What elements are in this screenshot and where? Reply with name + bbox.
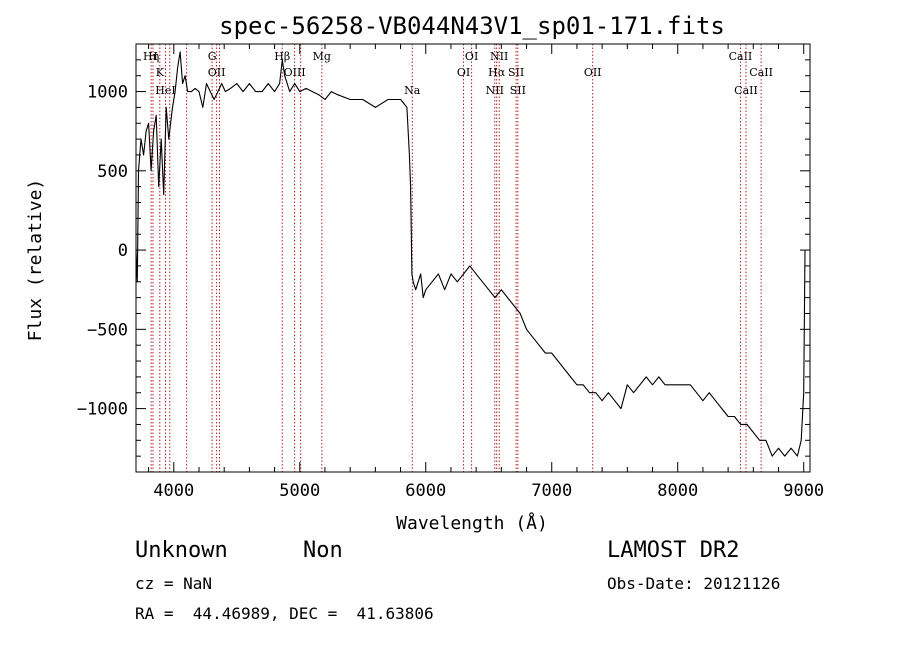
y-tick-label-1: −500 [87,320,128,340]
obs-date-text: Obs-Date: 20121126 [607,574,781,593]
x-tick-label-2: 6000 [405,481,446,501]
line-marker-label-18: NII [490,50,508,63]
line-markers: HηHKHeIGOIIHβOIIIMgNaOIOINIIHαNIISIISIIO… [143,44,773,472]
plot-frame [135,43,811,473]
y-tick-label-3: 500 [97,162,128,182]
line-marker-label-23: CaII [734,84,758,97]
x-axis-label: Wavelength (Å) [396,512,548,534]
x-tick-label-5: 9000 [783,481,824,501]
subclass-label: Non [303,538,343,563]
x-tick-label-0: 4000 [153,481,194,501]
chart-title: spec-56258-VB044N43V1_sp01-171.fits [219,12,725,40]
x-tick-label-4: 8000 [657,481,698,501]
cz-text: cz = NaN [135,574,213,593]
line-marker-label-3: HeI [155,84,175,97]
line-marker-label-17: Hα [488,66,506,79]
line-marker-label-24: CaII [749,66,773,79]
line-marker-label-20: SII [510,84,526,97]
line-marker-label-6: G [208,50,217,63]
series-layer [135,51,806,457]
line-marker-label-14: OI [457,66,470,79]
line-marker-label-10: OIII [284,66,306,79]
line-marker-label-21: OII [584,66,602,79]
line-marker-label-22: CaII [729,50,753,63]
line-marker-label-13: Na [404,84,421,97]
line-marker-label-0: Hη [143,50,159,63]
line-marker-label-15: OI [465,50,478,63]
x-tick-label-1: 5000 [279,481,320,501]
line-marker-label-16: NII [486,84,504,97]
axes: 4000 5000 6000 7000 8000 9000 −1000 −500 0 500 100… [77,43,824,501]
y-tick-label-2: 0 [118,241,128,261]
line-marker-label-7: OII [208,66,226,79]
y-axis-label: Flux (relative) [25,179,46,342]
y-tick-label-0: −1000 [77,400,128,420]
line-marker-label-19: SII [508,66,524,79]
y-tick-label-4: 1000 [87,83,128,103]
line-marker-label-9: Hβ [274,50,290,63]
line-marker-label-2: K [156,66,165,79]
line-marker-label-1: H [148,50,158,63]
radec-text: RA = 44.46989, DEC = 41.63806 [135,604,434,623]
class-label: Unknown [135,538,228,563]
survey-label: LAMOST DR2 [607,538,740,563]
spectrum-series-line-0 [135,51,806,457]
line-marker-label-12: Mg [313,50,331,63]
x-tick-label-3: 7000 [531,481,572,501]
